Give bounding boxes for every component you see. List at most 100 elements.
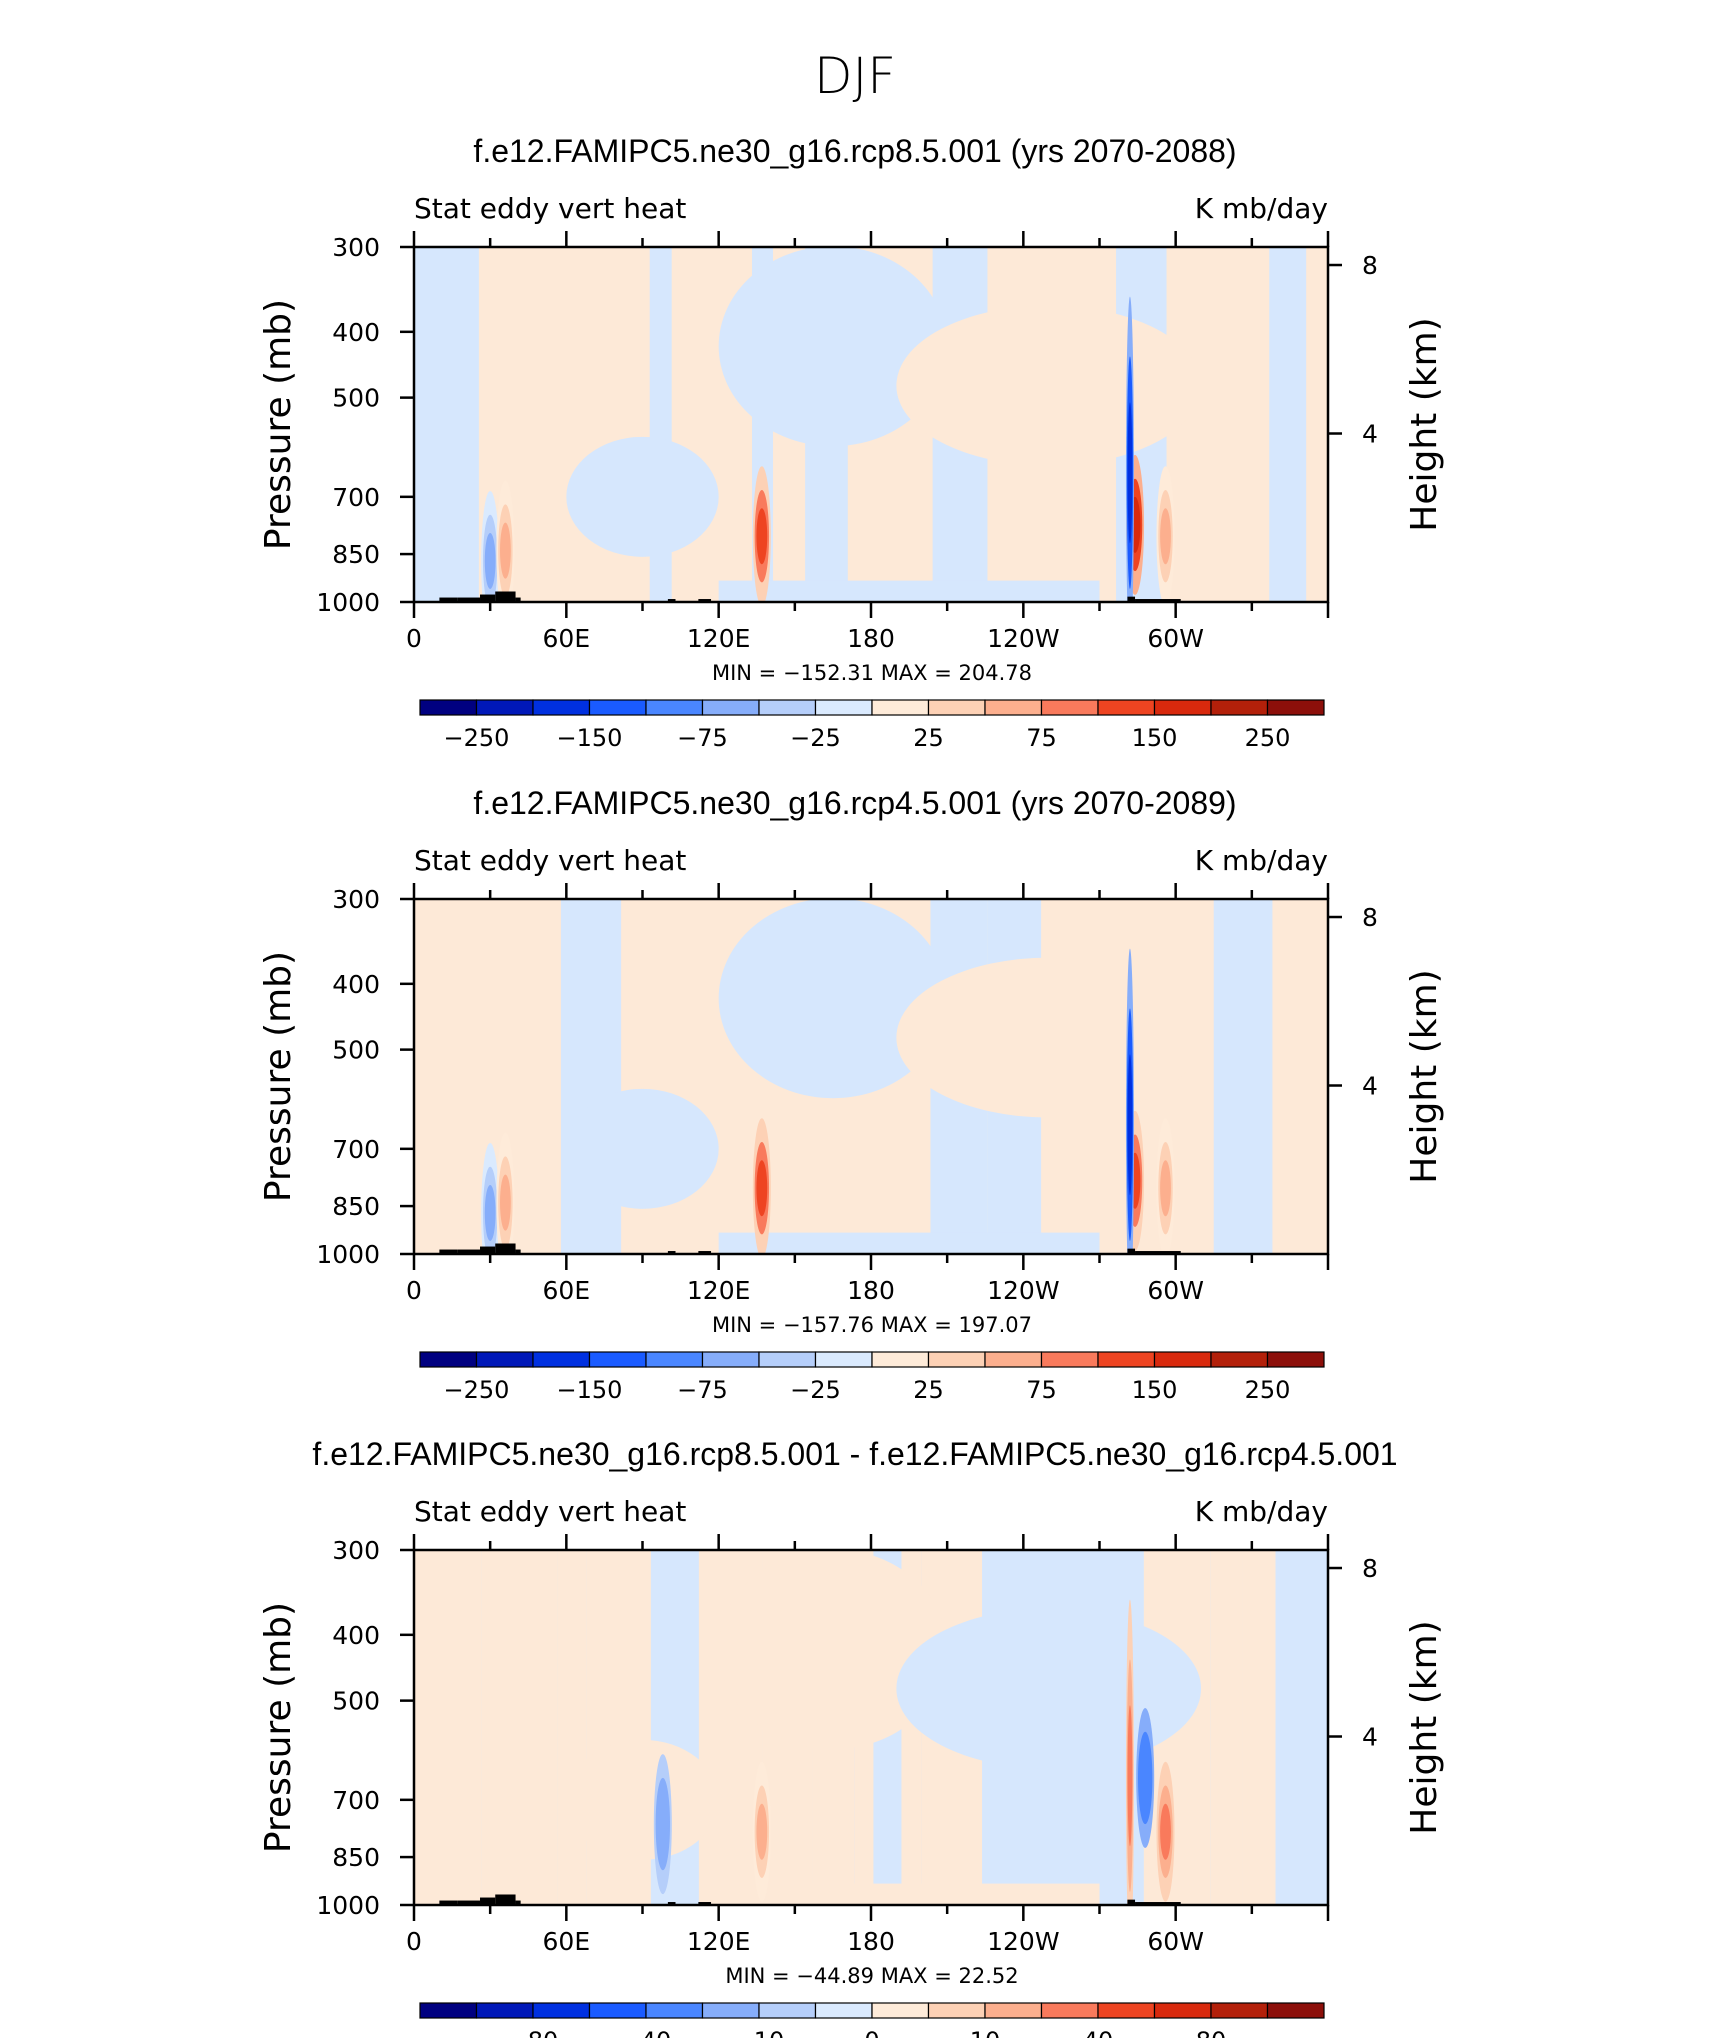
field-blob [718,247,948,447]
feature-contour [1127,402,1133,544]
field-band [414,1550,482,1905]
colorbar-box [645,699,704,716]
panels: f.e12.FAMIPC5.ne30_g16.rcp8.5.001 (yrs 2… [258,133,1445,2038]
topography [1135,599,1181,602]
feature-contour [1160,508,1171,565]
colorbar-box [645,2002,704,2019]
panel-1: f.e12.FAMIPC5.ne30_g16.rcp8.5.001 (yrs 2… [258,133,1445,752]
colorbar-box [1097,699,1156,716]
topography [667,1251,676,1254]
y-tick-label: 850 [332,1843,380,1872]
colorbar-box [475,2002,534,2019]
colorbar-box [645,1351,704,1368]
x-tick-label: 180 [847,624,895,653]
colorbar-box [758,2002,817,2019]
field-blob [896,305,1202,466]
x-tick-label: 120E [687,1276,751,1305]
y-right-tick-label: 8 [1362,251,1378,280]
units-label: K mb/day [1195,844,1328,877]
colorbar-label: 75 [1026,724,1057,752]
field-blob [566,1739,719,1860]
colorbar-label: 0 [864,2027,879,2038]
topography [515,1249,521,1254]
topography [439,597,458,602]
colorbar-label: 80 [1196,2027,1227,2038]
x-tick-label: 120W [987,624,1059,653]
x-tick-label: 60W [1147,1927,1204,1956]
x-tick-label: 120W [987,1276,1059,1305]
colorbar-label: 25 [913,724,944,752]
y-right-tick-label: 8 [1362,903,1378,932]
topography [698,1251,712,1254]
surface-band [718,580,1100,602]
colorbar-box [701,1351,760,1368]
x-tick-label: 120E [687,624,751,653]
x-tick-label: 60E [543,1276,591,1305]
x-tick-label: 60E [543,1927,591,1956]
y-tick-label: 500 [332,1687,380,1716]
panel-3: f.e12.FAMIPC5.ne30_g16.rcp8.5.001 - f.e1… [258,1436,1445,2038]
colorbar-box [588,2002,647,2019]
y-right-axis-label: Height (km) [1404,969,1445,1183]
colorbar-box [814,2002,873,2019]
field-blob [896,1608,1202,1769]
topography [1135,1251,1181,1254]
colorbar-label: −150 [557,1376,623,1404]
topography [480,1897,496,1905]
figure-title: DJF [814,47,896,105]
min-max-label: MIN = −157.76 MAX = 197.07 [712,1313,1032,1337]
y-tick-label: 500 [332,1036,380,1065]
feature-contour [1127,1054,1133,1196]
units-label: K mb/day [1195,192,1328,225]
field-band [414,247,479,602]
colorbar-box [1097,2002,1156,2019]
topography [515,1900,521,1905]
colorbar-box [984,1351,1043,1368]
y-tick-label: 400 [332,318,380,347]
feature-contour [1160,1160,1171,1217]
topography [667,1902,676,1905]
colorbar-label: −80 [508,2027,559,2038]
y-right-tick-label: 8 [1362,1554,1378,1583]
topography [495,1243,516,1254]
feature-contour [484,1184,496,1241]
panel-title: f.e12.FAMIPC5.ne30_g16.rcp4.5.001 (yrs 2… [473,785,1236,821]
surface-band [718,1883,1100,1905]
colorbar-label: 40 [1083,2027,1114,2038]
colorbar-box [588,699,647,716]
y-tick-label: 700 [332,483,380,512]
colorbar-label: 250 [1245,1376,1291,1404]
field-band [1210,1550,1243,1905]
min-max-label: MIN = −152.31 MAX = 204.78 [712,661,1032,685]
field-band [481,1550,541,1905]
x-tick-label: 60E [543,624,591,653]
field-band [557,1550,587,1905]
colorbar-box [588,1351,647,1368]
y-axis-label: Pressure (mb) [258,299,299,550]
panel-title: f.e12.FAMIPC5.ne30_g16.rcp8.5.001 (yrs 2… [473,133,1236,169]
field-blob [718,899,948,1099]
colorbar-label: 25 [913,1376,944,1404]
x-tick-label: 0 [406,1927,422,1956]
colorbar-box [814,1351,873,1368]
surface-band [718,1232,1100,1254]
colorbar-box [1210,699,1269,716]
y-tick-label: 1000 [316,1891,380,1920]
colorbar-box [1153,699,1212,716]
y-right-tick-label: 4 [1362,1723,1378,1752]
topography [698,599,712,602]
topography [698,1902,712,1905]
topography [515,597,521,602]
colorbar-box [532,2002,591,2019]
y-tick-label: 400 [332,1621,380,1650]
topography [495,1894,516,1905]
colorbar-box [1153,2002,1212,2019]
colorbar-box [1210,2002,1269,2019]
min-max-label: MIN = −44.89 MAX = 22.52 [725,1964,1018,1988]
colorbar-box [532,699,591,716]
colorbar-box [1266,2002,1325,2019]
topography [1135,1902,1181,1905]
colorbar-box [419,1351,478,1368]
colorbar-box [871,699,930,716]
